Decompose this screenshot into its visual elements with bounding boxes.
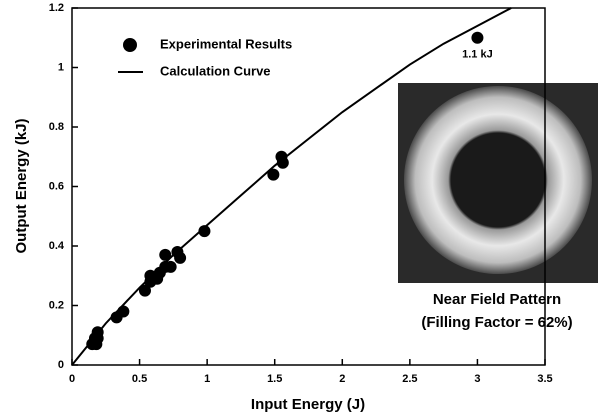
- x-tick-label: 1: [204, 373, 210, 385]
- data-point: [174, 251, 187, 264]
- calculation-curve: [71, 7, 512, 366]
- data-point: [471, 31, 484, 44]
- data-point: [159, 248, 172, 261]
- caption: Near Field Pattern: [433, 291, 561, 308]
- legend-marker: [123, 38, 137, 52]
- data-point: [164, 260, 177, 273]
- y-tick-label: 1: [58, 61, 64, 73]
- caption: (Filling Factor = 62%): [421, 314, 572, 331]
- x-tick-label: 0: [69, 373, 75, 385]
- y-tick-label: 0.4: [49, 240, 65, 252]
- point-label: 1.1 kJ: [462, 49, 493, 61]
- data-point: [138, 284, 151, 297]
- legend-label: Calculation Curve: [160, 63, 271, 78]
- legend-label: Experimental Results: [160, 36, 292, 51]
- y-tick-label: 0.6: [49, 180, 64, 192]
- x-tick-label: 3.5: [537, 373, 552, 385]
- x-tick-label: 0.5: [132, 373, 147, 385]
- x-tick-label: 2.5: [402, 373, 417, 385]
- y-axis-title: Output Energy (kJ): [13, 118, 30, 253]
- x-tick-label: 1.5: [267, 373, 282, 385]
- y-tick-label: 0.8: [49, 121, 64, 133]
- x-tick-label: 3: [474, 373, 480, 385]
- data-point: [117, 305, 130, 318]
- y-tick-label: 1.2: [49, 2, 64, 14]
- x-axis-title: Input Energy (J): [251, 396, 365, 413]
- y-tick-label: 0.2: [49, 299, 64, 311]
- data-point: [198, 225, 211, 238]
- data-point: [275, 150, 288, 163]
- x-tick-label: 2: [339, 373, 345, 385]
- data-point: [267, 168, 280, 181]
- y-tick-label: 0: [58, 359, 64, 371]
- near-field-ring: [404, 86, 592, 274]
